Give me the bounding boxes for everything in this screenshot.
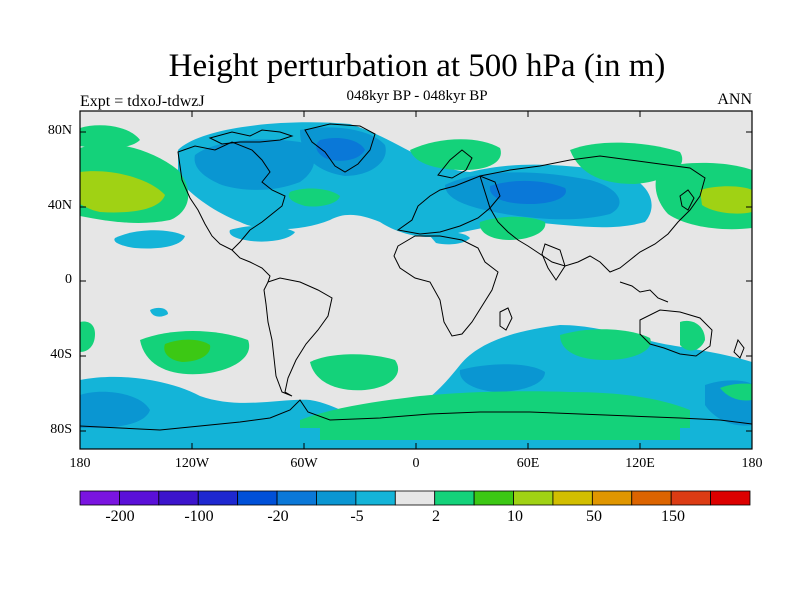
colorbar-label: 50: [586, 508, 602, 525]
sh-green-east-edge: [680, 320, 705, 351]
australia-coast: [639, 309, 713, 357]
colorbar-swatch: [119, 490, 160, 506]
x-tick-label: 60W: [290, 456, 318, 471]
nh-blue-region-america: [194, 139, 315, 190]
map-subtitle: 048kyr BP - 048kyr BP: [346, 88, 488, 104]
colorbar-swatch: [434, 490, 475, 506]
colorbar-swatch: [79, 490, 120, 506]
y-tick-label: 80S: [50, 422, 72, 437]
sh-blue-core-west: [80, 391, 150, 428]
x-tick-label: 180: [741, 456, 763, 471]
madagascar-coast: [499, 307, 513, 331]
x-tick-label: 120E: [625, 456, 655, 471]
greenland-coast: [304, 123, 376, 173]
colorbar-swatch: [710, 490, 751, 506]
map-panel: [80, 111, 752, 449]
colorbar-swatch: [237, 490, 278, 506]
coastlines: [80, 123, 752, 431]
antarctic-green: [320, 423, 680, 440]
arctic-green-east: [570, 142, 683, 184]
experiment-label: Expt = tdxoJ-tdwzJ: [80, 93, 205, 110]
sh-green-low-edge: [720, 383, 752, 401]
x-tick-label: 0: [412, 456, 420, 471]
colorbar-label: 10: [507, 508, 523, 525]
siberia-green: [410, 139, 501, 170]
north-america-green: [288, 188, 340, 207]
colorbar-swatch: [316, 490, 357, 506]
sh-green-atlantic: [310, 354, 399, 391]
colorbar-swatch: [197, 490, 239, 506]
nh-blue-core-greenland: [316, 138, 365, 161]
arctic-green-canada: [80, 125, 140, 149]
colorbar-swatch: [591, 490, 633, 506]
y-tick-label: 40S: [50, 347, 72, 362]
map-title: Height perturbation at 500 hPa (in m): [168, 48, 666, 84]
colorbar-label: -100: [184, 508, 214, 525]
north-pacific-yellow-east: [700, 186, 752, 214]
colorbar-swatch: [355, 490, 396, 506]
x-tick-label: 180: [69, 456, 91, 471]
colorbar-swatch: [513, 490, 554, 506]
antarctica-coast: [80, 399, 752, 431]
africa-coast: [393, 235, 499, 337]
colorbar-swatch: [631, 490, 672, 506]
sh-bright-green-pacific: [164, 339, 211, 362]
colorbar-label: 2: [432, 508, 440, 525]
y-tick-label: 0: [65, 272, 72, 287]
colorbar-label: 150: [661, 508, 685, 525]
x-tick-label: 120W: [174, 456, 210, 471]
nh-blue-core-eurasia: [489, 180, 566, 204]
colorbar-swatch: [394, 490, 436, 506]
colorbar-label: -5: [350, 508, 364, 525]
arctic-islands: [208, 129, 294, 145]
y-tick-label: 80N: [47, 123, 72, 138]
colorbar-swatch: [158, 490, 199, 506]
north-america-coast: [177, 141, 286, 251]
asia-coast: [479, 155, 706, 273]
south-pacific-blue-small: [150, 307, 168, 317]
sh-blue-core-indian: [459, 364, 545, 392]
europe-coast: [396, 175, 501, 235]
tropical-pacific-blue: [114, 230, 185, 249]
arabia-green: [479, 216, 546, 240]
north-pacific-yellow-west: [80, 171, 165, 213]
anomaly-field: [80, 122, 752, 449]
south-america-coast: [263, 277, 333, 397]
x-tick-label: 60E: [516, 456, 540, 471]
mid-atlantic-blue: [229, 225, 295, 242]
axis-ticks: [80, 111, 752, 449]
colorbar-swatch: [552, 490, 593, 506]
sh-green-indian: [560, 329, 651, 360]
central-america-coast: [231, 249, 271, 283]
colorbar-swatch: [276, 490, 317, 506]
colorbar-label: -200: [105, 508, 135, 525]
india-coast: [541, 243, 566, 281]
season-label: ANN: [717, 91, 752, 108]
colorbar: [79, 490, 751, 506]
colorbar-label: -20: [267, 508, 289, 525]
japan-coast: [679, 189, 695, 211]
scandinavia-coast: [437, 149, 473, 179]
southeast-asia-islands: [619, 281, 669, 303]
colorbar-swatch: [473, 490, 514, 506]
new-zealand-coast: [733, 338, 745, 359]
sh-green-west-edge: [80, 321, 95, 352]
colorbar-swatch: [670, 490, 711, 506]
y-tick-label: 40N: [47, 198, 72, 213]
atlantic-blue: [430, 232, 470, 245]
